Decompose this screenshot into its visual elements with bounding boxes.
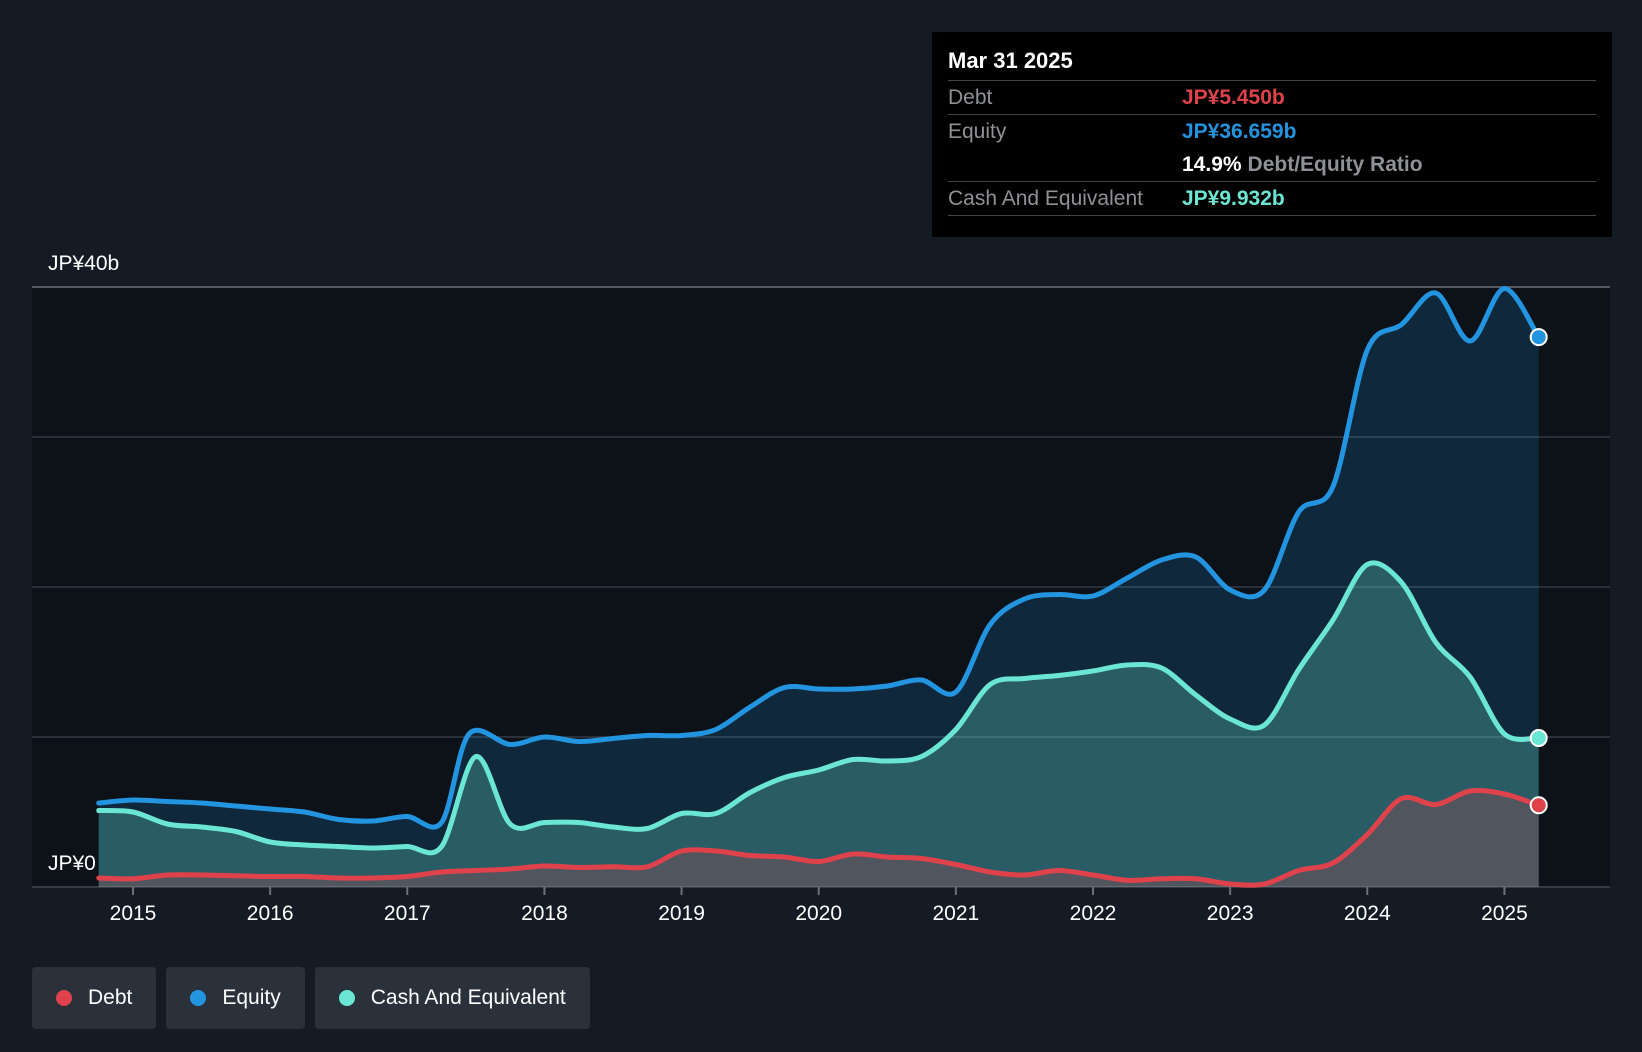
legend-cash-label: Cash And Equivalent	[370, 986, 566, 1009]
x-tick-label: 2015	[110, 902, 157, 925]
y-axis-bottom-label: JP¥0	[48, 852, 96, 875]
cash-dot-icon	[338, 990, 355, 1006]
x-tick-label: 2016	[247, 902, 294, 925]
x-tick-label: 2021	[932, 902, 979, 925]
debt-line	[96, 787, 1542, 888]
x-tick-label: 2017	[384, 902, 431, 925]
equity-area	[98, 288, 1539, 888]
equity-endpoint	[1529, 328, 1548, 347]
tooltip-cash-value: JP¥9.932b	[1182, 187, 1285, 210]
tooltip-cash-label: Cash And Equivalent	[948, 187, 1143, 210]
tooltip-debt-row: Debt JP¥5.450b	[948, 80, 1596, 114]
x-tick-label: 2020	[795, 902, 842, 925]
legend-equity-label: Equity	[222, 986, 281, 1009]
x-tick-label: 2022	[1070, 902, 1117, 925]
tooltip-cash-row: Cash And Equivalent JP¥9.932b	[948, 181, 1596, 216]
x-tick-label: 2019	[658, 902, 705, 925]
chart-legend: Debt Equity Cash And Equivalent	[32, 967, 600, 1029]
tooltip-equity-value: JP¥36.659b	[1182, 120, 1297, 143]
hover-tooltip: Mar 31 2025 Debt JP¥5.450b Equity JP¥36.…	[932, 32, 1612, 237]
legend-item-debt[interactable]: Debt	[32, 967, 157, 1029]
chart-lines	[96, 286, 1542, 888]
x-tick-label: 2024	[1344, 902, 1391, 925]
equity-dot-icon	[190, 990, 207, 1006]
cash-endpoint	[1529, 729, 1548, 748]
chart-endpoints	[1529, 328, 1548, 815]
cash-line	[96, 560, 1542, 856]
debt-endpoint	[1529, 796, 1548, 815]
debt-dot-icon	[56, 990, 72, 1006]
tooltip-ratio-value: 14.9%	[1182, 153, 1242, 176]
x-tick-label: 2025	[1481, 902, 1528, 925]
equity-line	[96, 286, 1542, 830]
legend-item-cash[interactable]: Cash And Equivalent	[314, 967, 590, 1029]
tooltip-debt-label: Debt	[948, 86, 993, 109]
y-axis-top-label: JP¥40b	[48, 252, 119, 275]
tooltip-equity-row: Equity JP¥36.659b	[948, 114, 1596, 148]
tooltip-ratio-row: 14.9% Debt/Equity Ratio	[948, 148, 1596, 181]
x-tick-label: 2018	[521, 902, 568, 925]
tooltip-ratio-label: Debt/Equity Ratio	[1247, 153, 1423, 176]
x-tick-label: 2023	[1207, 902, 1254, 925]
tooltip-date: Mar 31 2025	[948, 48, 1073, 73]
legend-item-equity[interactable]: Equity	[166, 967, 305, 1029]
tooltip-equity-label: Equity	[948, 120, 1007, 143]
legend-debt-label: Debt	[88, 986, 133, 1009]
x-axis-ticks: 2015 2016 2017 2018 2019 2020 2021 2022 2023 2024…	[110, 887, 1528, 925]
tooltip-debt-value: JP¥5.450b	[1182, 86, 1285, 109]
